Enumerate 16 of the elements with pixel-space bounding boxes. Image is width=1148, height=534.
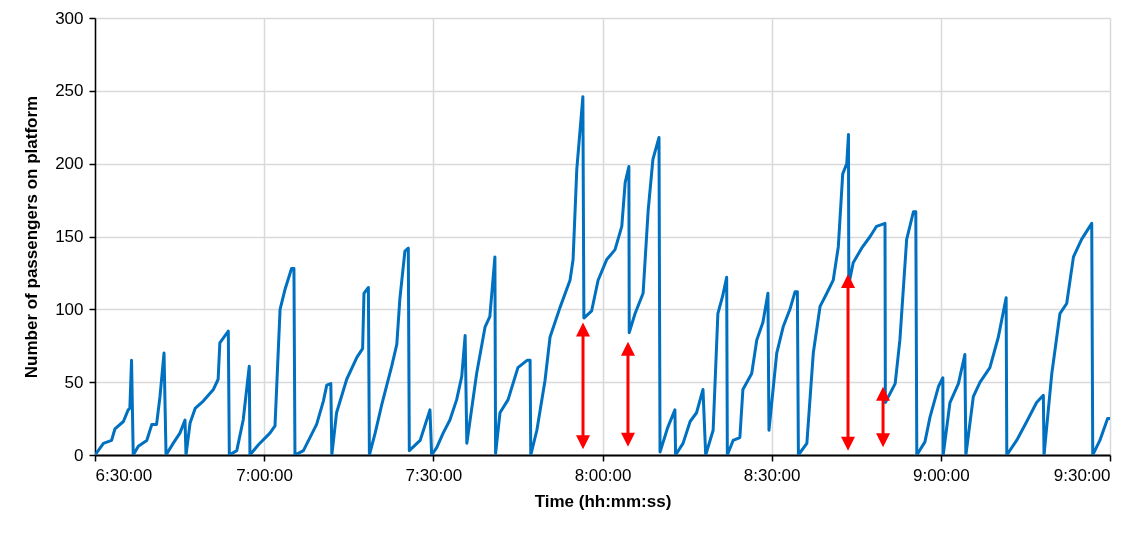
y-tick-label: 250 bbox=[55, 81, 84, 101]
x-tick-label: 7:30:00 bbox=[405, 465, 463, 485]
x-tick-label: 6:30:00 bbox=[95, 465, 153, 485]
y-tick-label: 300 bbox=[55, 8, 84, 28]
x-tick-label: 9:30:00 bbox=[1053, 465, 1111, 485]
x-tick-label: 8:00:00 bbox=[574, 465, 632, 485]
y-tick-label: 200 bbox=[55, 154, 84, 174]
y-tick-label: 0 bbox=[74, 445, 84, 465]
y-tick-label: 100 bbox=[55, 299, 84, 319]
x-tick-label: 8:30:00 bbox=[743, 465, 801, 485]
y-axis-title: Number of passengers on platform bbox=[22, 95, 42, 379]
x-axis-title: Time (hh:mm:ss) bbox=[534, 491, 672, 511]
x-tick-label: 9:00:00 bbox=[912, 465, 970, 485]
x-tick-label: 7:00:00 bbox=[236, 465, 294, 485]
y-tick-label: 50 bbox=[64, 372, 84, 392]
y-tick-label: 150 bbox=[55, 227, 84, 246]
